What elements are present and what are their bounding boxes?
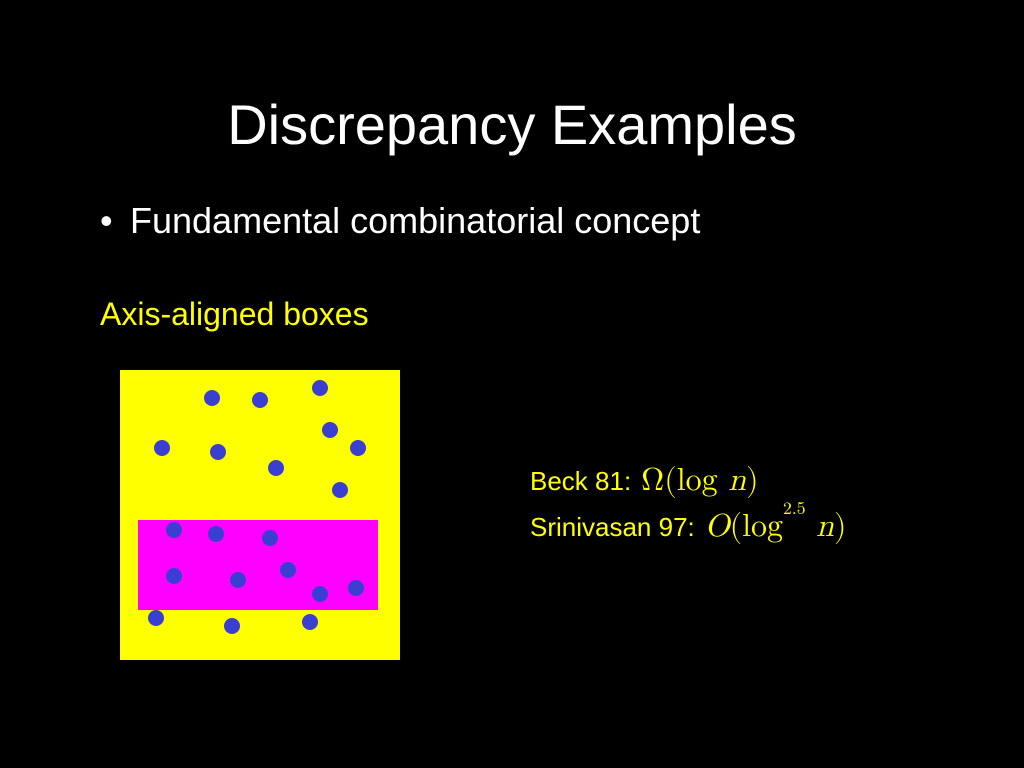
figure-dot (262, 530, 278, 546)
figure-dot (302, 614, 318, 630)
figure-dot (154, 440, 170, 456)
figure-dot (312, 586, 328, 602)
figure-dot (224, 618, 240, 634)
figure-dot (332, 482, 348, 498)
result-label: Srinivasan 97: (530, 512, 695, 543)
figure-dot (148, 610, 164, 626)
figure-dot (312, 380, 328, 396)
figure-dot (204, 390, 220, 406)
bullet-item: •Fundamental combinatorial concept (100, 200, 700, 242)
figure-dot (348, 580, 364, 596)
bullet-dot-icon: • (100, 200, 130, 242)
figure-dot (230, 572, 246, 588)
result-label: Beck 81: (530, 466, 631, 497)
figure-dot (252, 392, 268, 408)
figure-dot (210, 444, 226, 460)
figure-dot (322, 422, 338, 438)
slide: Discrepancy Examples •Fundamental combin… (0, 0, 1024, 768)
slide-title: Discrepancy Examples (0, 92, 1024, 157)
result-math: O(log2.5 n) (705, 508, 847, 546)
figure-dot (166, 568, 182, 584)
bullet-text: Fundamental combinatorial concept (130, 200, 700, 241)
result-line: Beck 81: Ω(log n) (530, 462, 846, 500)
subhead: Axis-aligned boxes (100, 296, 369, 333)
figure-dot (166, 522, 182, 538)
result-line: Srinivasan 97: O(log2.5 n) (530, 508, 846, 546)
figure-dot (268, 460, 284, 476)
result-math: Ω(log n) (641, 462, 758, 500)
figure-dot (280, 562, 296, 578)
figure-axis-aligned-boxes (120, 370, 400, 660)
figure-dot (350, 440, 366, 456)
figure-dot (208, 526, 224, 542)
results-block: Beck 81: Ω(log n) Srinivasan 97: O(log2.5 n… (530, 462, 846, 554)
